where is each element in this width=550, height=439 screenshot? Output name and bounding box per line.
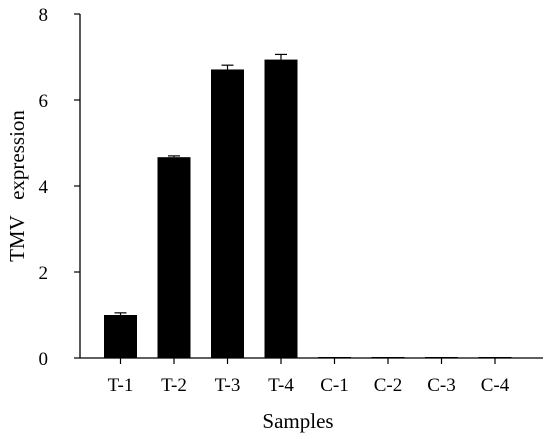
y-tick-label: 2: [39, 263, 49, 284]
x-tick-label: C-4: [481, 375, 510, 396]
x-axis-title: Samples: [262, 409, 333, 433]
x-ticks: T-1 T-2 T-3 T-4 C-1 C-2 C-3 C-4: [108, 358, 510, 396]
x-tick-label: C-3: [427, 375, 456, 396]
bars: [104, 59, 512, 359]
y-axis-title: TMV expression: [5, 110, 29, 262]
error-bar-t-2: [168, 155, 180, 158]
x-tick-label: T-3: [215, 375, 241, 396]
x-tick-label: C-2: [374, 375, 403, 396]
y-tick-label: 6: [39, 91, 49, 112]
bar-t-3: [211, 69, 244, 358]
error-bars: [114, 53, 287, 315]
bar-t-2: [157, 157, 191, 358]
bar-t-1: [104, 315, 137, 358]
y-tick-label: 8: [39, 5, 49, 26]
error-bar-t-4: [275, 53, 287, 60]
x-tick-label: C-1: [320, 375, 349, 396]
bar-t-4: [264, 59, 298, 359]
x-tick-label: T-4: [268, 375, 294, 396]
y-ticks: 0 2 4 6 8: [39, 5, 80, 370]
x-tick-label: T-2: [161, 375, 187, 396]
x-tick-label: T-1: [108, 375, 134, 396]
error-bar-t-1: [114, 312, 127, 315]
y-tick-label: 0: [39, 349, 49, 370]
y-tick-label: 4: [39, 177, 49, 198]
error-bar-t-3: [221, 64, 234, 70]
